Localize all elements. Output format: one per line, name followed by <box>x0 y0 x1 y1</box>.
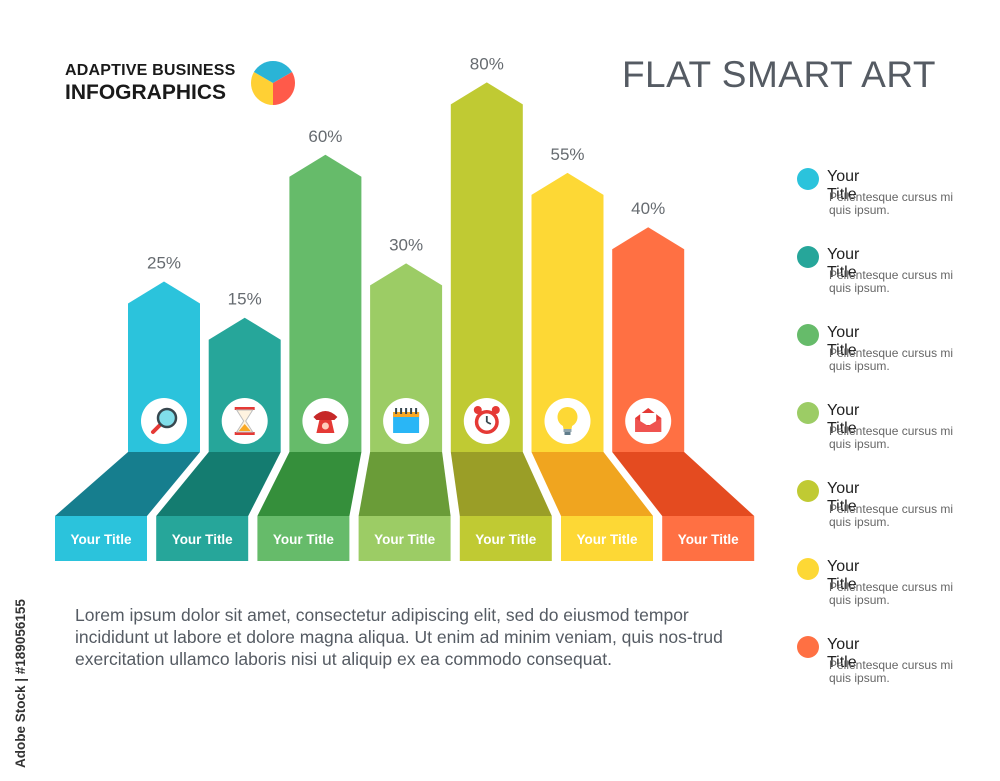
bar-ramp-7 <box>612 452 755 516</box>
legend-title-6: Your Title <box>827 558 860 593</box>
bar-group-1: Your Title 25% <box>55 254 200 561</box>
category-label-1: Your Title <box>70 532 131 547</box>
bar-ramp-3 <box>257 452 362 516</box>
legend-desc-7: Pellentesque cursus mi quis ipsum. <box>829 658 954 685</box>
phone-icon <box>313 411 338 433</box>
data-label-2: 15% <box>228 290 262 309</box>
bar-group-3: Your Title 60% <box>257 127 362 561</box>
category-label-3: Your Title <box>273 532 334 547</box>
stock-watermark: Adobe Stock | #189056155 <box>12 548 32 768</box>
data-label-4: 30% <box>389 235 423 254</box>
category-box-2 <box>156 516 249 561</box>
legend-desc-1: Pellentesque cursus mi quis ipsum. <box>829 190 954 217</box>
lightbulb-icon <box>557 407 578 435</box>
legend-dot-2 <box>797 246 819 268</box>
bar-group-4: Your Title 30% <box>358 235 451 561</box>
bar-group-6: Your Title 55% <box>531 145 653 561</box>
page-title: FLAT SMART ART <box>621 54 936 95</box>
bar-7 <box>612 227 685 452</box>
category-label-6: Your Title <box>576 532 637 547</box>
legend-title-1: Your Title <box>827 168 860 203</box>
legend-desc-4: Pellentesque cursus mi quis ipsum. <box>829 424 954 451</box>
data-label-3: 60% <box>308 127 342 146</box>
calendar-icon <box>393 408 420 433</box>
category-box-3 <box>257 516 350 561</box>
logo-pie-slice-red <box>273 72 295 105</box>
envelope-icon <box>635 408 662 432</box>
legend-title-4: Your Title <box>827 402 860 437</box>
bar-5 <box>450 82 523 453</box>
logo-pie-slice-blue <box>273 61 293 83</box>
legend-desc-3: Pellentesque cursus mi quis ipsum. <box>829 346 954 373</box>
bar-group-7: Your Title 40% <box>612 199 755 561</box>
alarm-clock-icon <box>473 406 500 434</box>
category-label-7: Your Title <box>678 532 739 547</box>
hourglass-icon <box>234 407 255 435</box>
category-box-4 <box>358 516 451 561</box>
legend-dot-1 <box>797 168 819 190</box>
body-text: Lorem ipsum dolor sit amet, consectetur … <box>75 605 723 669</box>
bar-ramp-4 <box>358 452 451 516</box>
data-label-5: 80% <box>470 54 504 73</box>
legend-desc-5: Pellentesque cursus mi quis ipsum. <box>829 502 954 529</box>
logo-title: ADAPTIVE BUSINESS INFOGRAPHICS <box>65 62 236 105</box>
legend-dot-7 <box>797 636 819 658</box>
bar-3 <box>289 154 362 453</box>
bar-6 <box>531 172 604 452</box>
stock-watermark-text: Adobe Stock | #189056155 <box>13 599 28 768</box>
logo-title-line1: ADAPTIVE BUSINESS <box>65 62 236 79</box>
logo-pie-slice-yellow <box>251 72 273 105</box>
legend-title-2: Your Title <box>827 246 860 281</box>
bar-ramp-2 <box>156 452 281 516</box>
logo-pie-slice-blue2 <box>253 61 273 83</box>
category-box-6 <box>561 516 653 561</box>
legend-title-7: Your Title <box>827 636 860 671</box>
category-label-5: Your Title <box>475 532 536 547</box>
data-label-6: 55% <box>550 145 584 164</box>
bar-4 <box>370 263 443 452</box>
category-box-7 <box>662 516 755 561</box>
bar-group-5: Your Title 80% <box>450 54 552 561</box>
data-label-7: 40% <box>631 199 665 218</box>
bar-ramp-1 <box>55 452 200 516</box>
category-label-4: Your Title <box>374 532 435 547</box>
data-label-1: 25% <box>147 254 181 273</box>
legend-desc-6: Pellentesque cursus mi quis ipsum. <box>829 580 954 607</box>
category-label-2: Your Title <box>172 532 233 547</box>
legend-dot-6 <box>797 558 819 580</box>
bar-ramp-6 <box>531 452 653 516</box>
legend-desc-2: Pellentesque cursus mi quis ipsum. <box>829 268 954 295</box>
bar-ramp-5 <box>450 452 552 516</box>
category-box-1 <box>55 516 147 561</box>
category-box-5 <box>459 516 552 561</box>
legend-title-5: Your Title <box>827 480 860 515</box>
legend-dot-5 <box>797 480 819 502</box>
legend-dot-4 <box>797 402 819 424</box>
magnifier-icon <box>151 407 178 434</box>
logo-pie-icon <box>251 61 295 105</box>
legend-title-3: Your Title <box>827 324 860 359</box>
legend-dot-3 <box>797 324 819 346</box>
logo-title-line2: INFOGRAPHICS <box>65 81 227 104</box>
bar-group-2: Your Title 15% <box>156 290 281 561</box>
